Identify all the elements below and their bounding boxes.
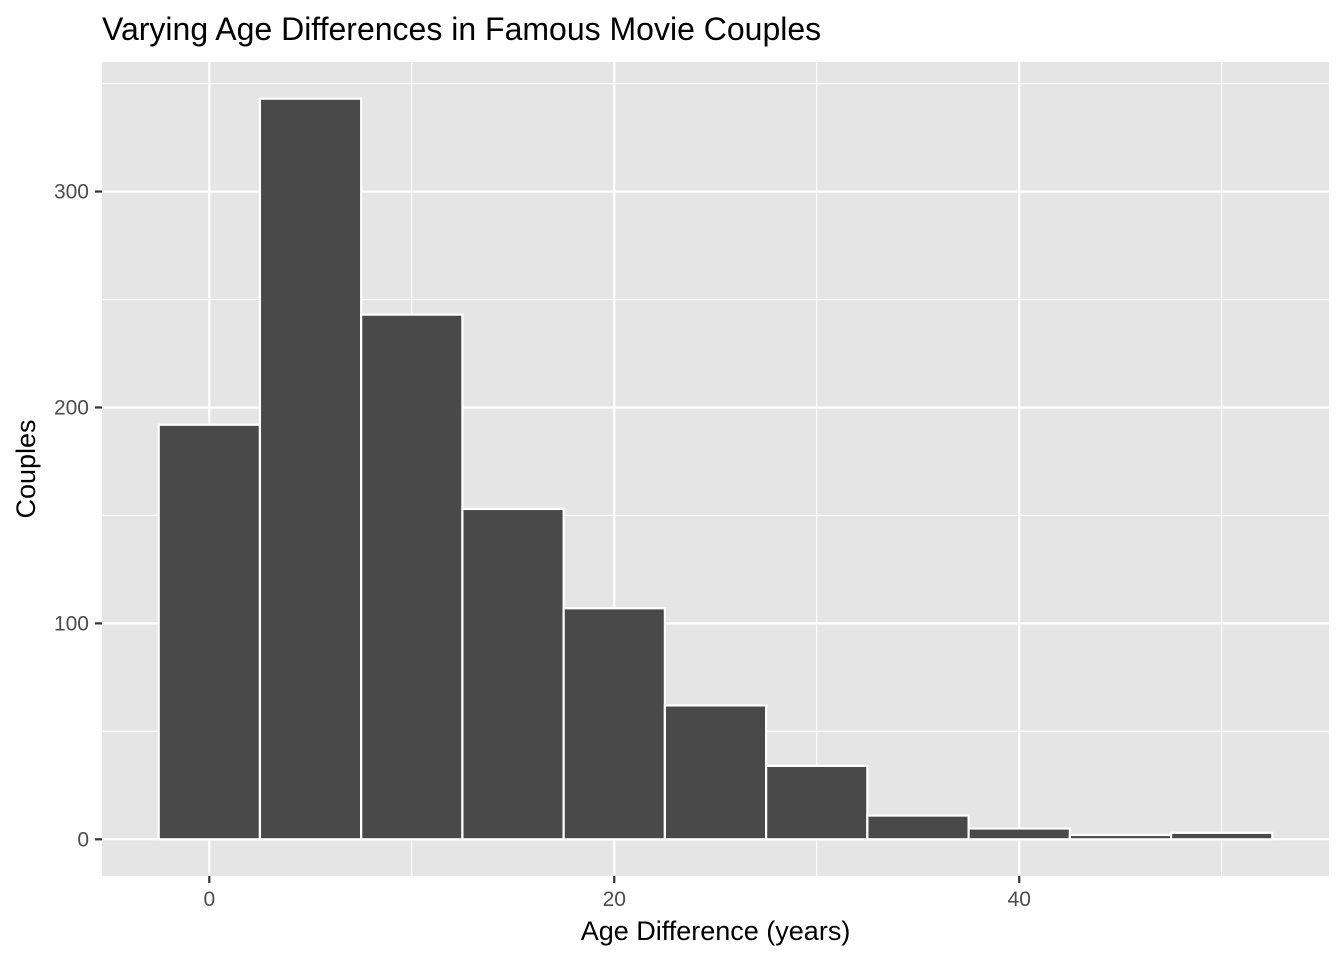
y-axis-title: Couples <box>11 419 41 518</box>
histogram-bar <box>866 814 970 841</box>
y-tick-label: 200 <box>54 396 89 419</box>
x-axis-title: Age Difference (years) <box>581 916 851 946</box>
histogram-bar <box>1169 831 1274 841</box>
histogram-bars <box>157 97 1274 841</box>
y-axis: 0 100 200 300 <box>54 181 102 851</box>
histogram-bar <box>360 313 464 841</box>
histogram-bar <box>461 507 565 841</box>
histogram-bar <box>967 827 1071 841</box>
chart-title: Varying Age Differences in Famous Movie … <box>102 11 821 47</box>
x-tick-label: 20 <box>603 888 626 911</box>
histogram-bar <box>663 704 768 841</box>
x-tick-label: 40 <box>1008 888 1031 911</box>
y-tick-label: 300 <box>54 181 89 204</box>
y-tick-label: 0 <box>77 828 89 851</box>
histogram-bar <box>562 607 666 841</box>
histogram-bar <box>157 423 262 841</box>
histogram-bar <box>258 97 363 841</box>
y-tick-label: 100 <box>54 612 89 635</box>
histogram-bar <box>1068 833 1173 841</box>
x-tick-label: 0 <box>203 888 215 911</box>
x-axis: 0 20 40 <box>203 876 1031 911</box>
histogram-bar <box>765 764 869 841</box>
